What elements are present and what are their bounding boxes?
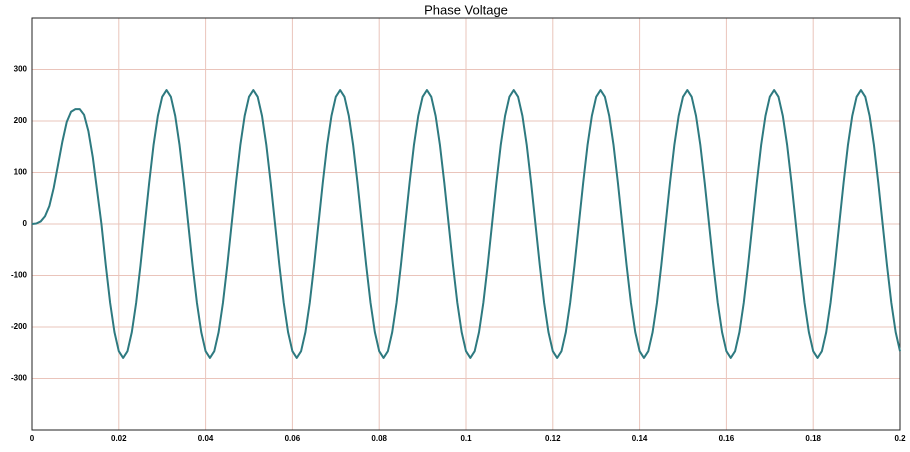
y-tick-label: 100 bbox=[14, 168, 28, 177]
y-tick-label: 0 bbox=[23, 219, 28, 228]
y-tick-label: -300 bbox=[11, 374, 28, 383]
x-tick-label: 0.08 bbox=[371, 434, 387, 443]
x-tick-label: 0.18 bbox=[805, 434, 821, 443]
x-tick-label: 0.04 bbox=[198, 434, 214, 443]
y-tick-label: 300 bbox=[14, 65, 28, 74]
x-tick-label: 0.2 bbox=[894, 434, 906, 443]
x-tick-label: 0.14 bbox=[632, 434, 648, 443]
x-tick-label: 0.02 bbox=[111, 434, 127, 443]
x-tick-label: 0.12 bbox=[545, 434, 561, 443]
y-tick-label: 200 bbox=[14, 116, 28, 125]
y-tick-label: -100 bbox=[11, 271, 28, 280]
line-series bbox=[31, 89, 901, 359]
x-tick-label: 0.16 bbox=[719, 434, 735, 443]
x-tick-label: 0.06 bbox=[285, 434, 301, 443]
x-tick-label: 0 bbox=[30, 434, 35, 443]
chart-title: Phase Voltage bbox=[424, 2, 508, 17]
y-tick-label: -200 bbox=[11, 322, 28, 331]
x-tick-label: 0.1 bbox=[460, 434, 472, 443]
